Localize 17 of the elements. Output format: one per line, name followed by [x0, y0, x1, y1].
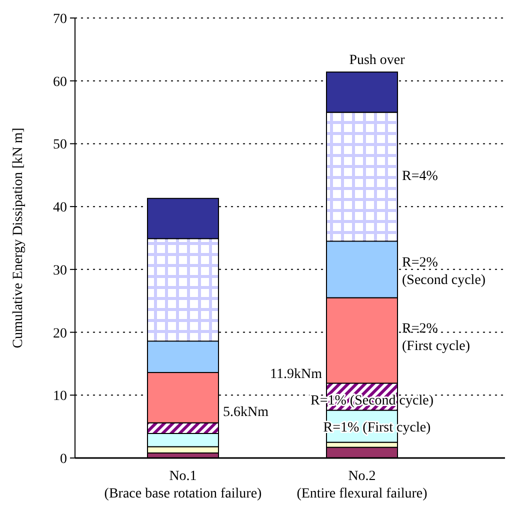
annotation: R=4% — [402, 169, 438, 184]
annotation: Push over — [349, 52, 406, 68]
y-axis-title: Cumulative Energy Dissipation [kN m] — [11, 128, 26, 348]
annotation: R=2% (Second cycle) — [402, 255, 486, 288]
y-tick-label: 30 — [53, 263, 67, 278]
y-tick-label: 60 — [53, 74, 67, 90]
y-tick-label: 10 — [53, 389, 67, 404]
annotation: R=2% (First cycle) — [402, 321, 470, 354]
y-tick-label: 0 — [60, 452, 67, 467]
x-tick-label: No.2 (Entire flexural failure) — [296, 469, 428, 502]
y-tick-label: 70 — [53, 12, 67, 27]
annotation: 11.9kNm — [270, 367, 322, 382]
y-tick-label: 50 — [53, 138, 67, 153]
y-tick-label: 20 — [53, 326, 67, 342]
x-tick-label: No.1 (Brace base rotation failure) — [104, 469, 262, 502]
y-tick-label: 40 — [53, 200, 67, 216]
annotation: 5.6kNm — [223, 404, 269, 420]
